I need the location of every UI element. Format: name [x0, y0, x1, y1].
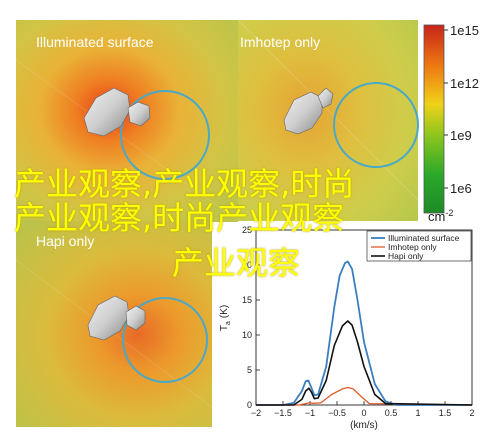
heatmap-imhotep	[238, 20, 418, 221]
x-tick-label: −1	[305, 408, 315, 418]
y-axis-label-subscript: a	[225, 321, 232, 325]
x-tick-label: −0.5	[328, 408, 346, 418]
y-tick-label: 15	[242, 295, 252, 305]
heatmap-illuminated	[16, 20, 238, 221]
orbit-circle-hapi	[122, 297, 208, 383]
y-axis-label: Ta (K)	[219, 305, 232, 331]
colorbar-unit: cm-2	[428, 208, 453, 224]
panel-title-imhotep: Imhotep only	[240, 34, 320, 50]
plot-series	[256, 260, 473, 406]
comet-hapi	[87, 295, 146, 341]
x-tick-label: 1	[415, 408, 420, 418]
y-tick-label: 10	[242, 330, 252, 340]
y-axis-label-unit: (K)	[219, 305, 230, 318]
x-tick-label: −2	[251, 408, 261, 418]
y-tick-label: 25	[242, 225, 252, 235]
legend-label-imhotep: Imhotep only	[388, 242, 437, 252]
y-axis-label-symbol: T	[219, 325, 230, 331]
x-tick-label: 0	[361, 408, 366, 418]
x-tick-label: 1.5	[439, 408, 452, 418]
x-axis-label: (km/s)	[350, 420, 378, 431]
x-tick-label: −1.5	[274, 408, 292, 418]
panel-imhotep: Imhotep only	[237, 19, 419, 221]
orbit-circle-illuminated	[120, 90, 210, 180]
x-tick-label: 0.5	[385, 408, 398, 418]
panel-illuminated: Illuminated surface	[15, 20, 239, 222]
y-tick-label: 5	[247, 365, 252, 375]
orbit-circle-imhotep	[333, 82, 419, 168]
panel-title-hapi: Hapi only	[36, 233, 94, 249]
colorbar-unit-exponent: -2	[445, 208, 453, 218]
y-tick-label: 20	[242, 260, 252, 270]
panel-hapi: Hapi only	[15, 221, 239, 428]
colorbar-unit-base: cm	[428, 209, 445, 224]
x-tick-label: 2	[469, 408, 474, 418]
comet-illuminated	[83, 87, 151, 137]
panel-title-illuminated: Illuminated surface	[36, 34, 154, 50]
series-line-illuminated	[256, 260, 472, 406]
colorbar-tick: 1e9	[450, 128, 472, 143]
y-tick-label: 0	[247, 400, 252, 410]
colorbar-tick: 1e6	[450, 181, 472, 196]
colorbar-tick: 1e12	[450, 76, 479, 91]
colorbar-gradient	[423, 24, 445, 214]
colorbar: 1e15 1e12 1e9 1e6 cm-2	[423, 23, 479, 224]
series-line-hapi	[256, 320, 473, 406]
comet-imhotep	[283, 87, 334, 135]
colorbar-tick: 1e15	[450, 23, 479, 38]
legend-label-hapi: Hapi only	[388, 251, 424, 261]
legend-label-illuminated: Illuminated surface	[388, 233, 460, 243]
x-axis-ticks: −2 −1.5 −1 −0.5 0 0.5 1 1.5 2	[251, 401, 475, 418]
series-line-imhotep	[256, 386, 473, 406]
